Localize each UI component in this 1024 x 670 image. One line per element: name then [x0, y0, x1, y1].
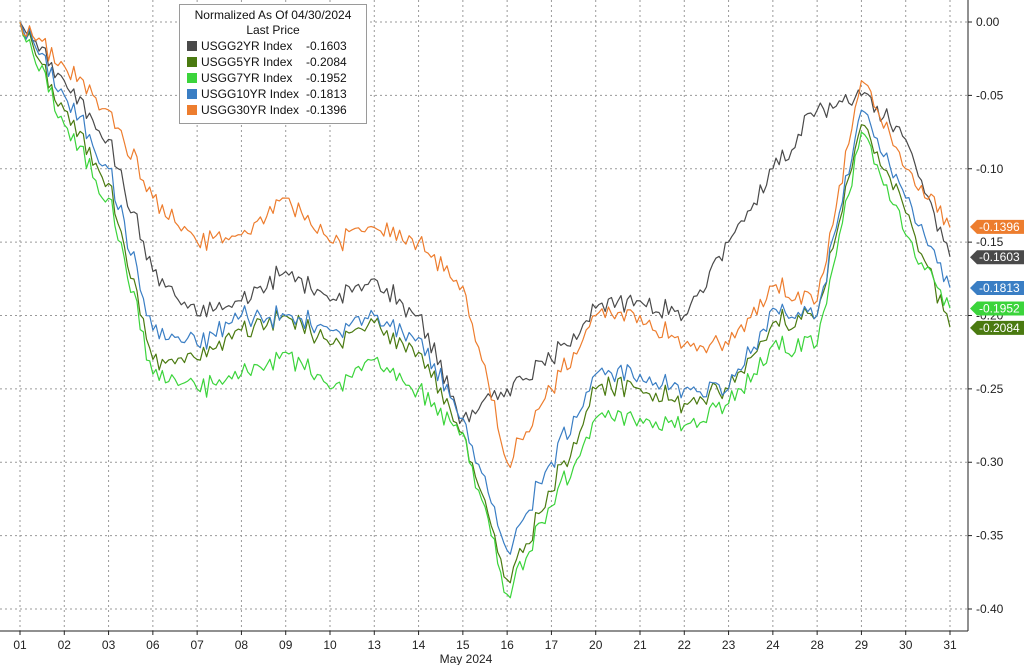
x-tick-label: 30 [899, 638, 913, 652]
series-lines [19, 21, 951, 599]
x-tick-label: 13 [368, 638, 382, 652]
series-line [19, 21, 951, 425]
legend-series-value: -0.1952 [306, 71, 347, 85]
legend-swatch [187, 73, 197, 83]
last-value-tag-bg [970, 320, 1024, 335]
legend-subtitle: Last Price [246, 23, 300, 37]
legend-item: USGG7YR Index -0.1952 [180, 70, 366, 86]
y-tick-label: 0.00 [976, 15, 1000, 29]
legend-series-name: USGG10YR Index [201, 87, 300, 101]
last-value-tag-label: -0.1396 [979, 220, 1020, 234]
legend: Normalized As Of 04/30/2024 Last Price U… [179, 4, 367, 124]
last-value-tag: -0.1813 [970, 281, 1024, 296]
x-tick-label: 08 [235, 638, 249, 652]
series-line [19, 21, 951, 469]
legend-series-name: USGG2YR Index [201, 39, 293, 53]
last-value-tag-label: -0.2084 [979, 321, 1020, 335]
x-tick-label: 02 [58, 638, 72, 652]
legend-series-name: USGG30YR Index [201, 103, 300, 117]
y-tick-label: -0.25 [976, 382, 1004, 396]
series-line [19, 21, 951, 599]
last-value-tag-bg [970, 301, 1024, 316]
y-tick-label: -0.35 [976, 529, 1004, 543]
x-tick-label: 22 [678, 638, 692, 652]
x-tick-label: 09 [279, 638, 293, 652]
x-tick-label: 01 [13, 638, 27, 652]
legend-swatch [187, 57, 197, 67]
last-value-tag-bg [970, 281, 1024, 296]
series-line [19, 21, 951, 584]
legend-series-value: -0.1396 [306, 103, 347, 117]
y-tick-label: -0.05 [976, 88, 1004, 102]
last-value-tag-bg [970, 219, 1024, 234]
legend-series-value: -0.2084 [306, 55, 347, 69]
legend-swatch [187, 89, 197, 99]
legend-title: Normalized As Of 04/30/2024 [194, 8, 352, 22]
x-tick-label: 16 [500, 638, 514, 652]
x-tick-label: 17 [545, 638, 559, 652]
last-value-tags: -0.1396 -0.1603 -0.1813 -0.1952 -0.2084 [970, 219, 1024, 335]
last-value-tag-bg [970, 250, 1024, 265]
series-line [19, 21, 951, 555]
legend-series-name: USGG7YR Index [201, 71, 293, 85]
x-tick-label: 03 [102, 638, 116, 652]
last-value-tag: -0.1952 [970, 301, 1024, 316]
legend-series-name: USGG5YR Index [201, 55, 293, 69]
legend-series-value: -0.1813 [306, 87, 347, 101]
x-tick-label: 23 [722, 638, 736, 652]
x-tick-label: 28 [810, 638, 824, 652]
x-tick-label: 06 [146, 638, 160, 652]
legend-item: USGG5YR Index -0.2084 [180, 54, 366, 70]
x-tick-label: 24 [766, 638, 780, 652]
last-value-tag-label: -0.1603 [979, 250, 1020, 264]
last-value-tag: -0.2084 [970, 320, 1024, 335]
last-value-tag: -0.1396 [970, 219, 1024, 234]
x-tick-label: 10 [323, 638, 337, 652]
y-tick-label: -0.15 [976, 235, 1004, 249]
last-value-tag-label: -0.1952 [979, 301, 1020, 315]
x-tick-label: 15 [456, 638, 470, 652]
x-tick-label: 20 [589, 638, 603, 652]
y-tick-label: -0.30 [976, 455, 1004, 469]
legend-swatch [187, 41, 197, 51]
x-tick-label: 29 [855, 638, 869, 652]
legend-item: USGG10YR Index -0.1813 [180, 86, 366, 102]
legend-series-value: -0.1603 [306, 39, 347, 53]
last-value-tag-label: -0.1813 [979, 281, 1020, 295]
x-tick-label: 14 [412, 638, 426, 652]
legend-item: USGG2YR Index -0.1603 [180, 38, 366, 54]
last-value-tag: -0.1603 [970, 250, 1024, 265]
x-axis-title: May 2024 [440, 652, 493, 665]
legend-swatch [187, 105, 197, 115]
x-tick-label: 31 [943, 638, 957, 652]
y-tick-label: -0.10 [976, 162, 1004, 176]
x-tick-label: 21 [633, 638, 647, 652]
y-tick-label: -0.40 [976, 602, 1004, 616]
legend-item: USGG30YR Index -0.1396 [180, 102, 366, 118]
x-tick-label: 07 [190, 638, 204, 652]
x-axis-ticks: 01 02 03 06 07 08 09 10 13 14 15 16 17 20 21 22 23 24 28 29… [13, 631, 957, 652]
